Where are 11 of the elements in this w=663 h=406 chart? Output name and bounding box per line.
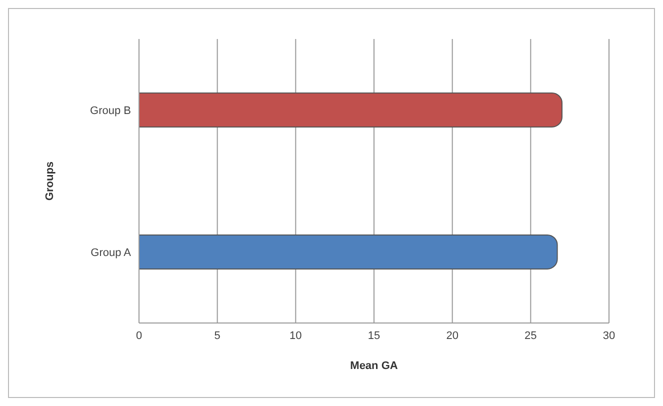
y-axis-title: Groups <box>44 161 56 201</box>
x-tick-label: 15 <box>368 330 380 342</box>
x-tick-label: 30 <box>602 330 616 342</box>
x-tick-label: 20 <box>446 330 458 342</box>
y-tick-label: Group B <box>90 104 131 117</box>
x-tick-label: 0 <box>136 330 142 342</box>
x-tick-label: 10 <box>290 330 302 342</box>
x-tick-label: 25 <box>524 330 537 342</box>
x-axis-title: Mean GA <box>350 360 398 372</box>
y-tick-label: Group A <box>90 246 132 259</box>
x-tick-label: 5 <box>214 330 220 342</box>
